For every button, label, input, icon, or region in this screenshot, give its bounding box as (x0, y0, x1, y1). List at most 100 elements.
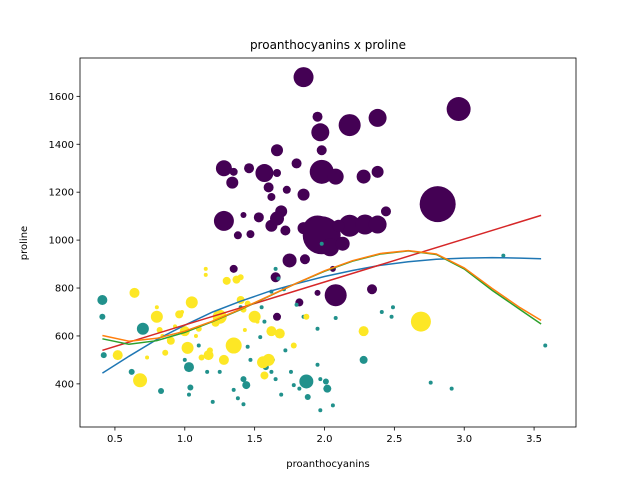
data-point-class0 (255, 164, 274, 183)
data-point-class1 (269, 369, 274, 374)
data-point-class0 (321, 238, 340, 257)
data-point-class1 (158, 388, 165, 395)
data-point-class0 (380, 206, 391, 217)
data-point-class2 (260, 371, 269, 380)
data-point-class1 (390, 305, 395, 310)
data-point-class2 (203, 272, 208, 277)
data-point-class2 (185, 296, 198, 309)
data-point-class0 (314, 289, 321, 296)
data-point-class1 (315, 362, 320, 367)
data-point-class2 (225, 337, 242, 354)
x-tick-label: 1.0 (177, 434, 193, 445)
data-point-class1 (379, 309, 384, 314)
data-point-class0 (273, 312, 282, 321)
data-point-class1 (297, 386, 302, 391)
data-point-class1 (330, 403, 335, 408)
data-point-class2 (266, 326, 277, 337)
data-point-class2 (203, 266, 208, 271)
data-point-class1 (196, 343, 201, 348)
y-tick-label: 800 (55, 284, 74, 295)
data-point-class2 (154, 305, 159, 310)
x-tick-label: 3.0 (456, 434, 472, 445)
y-axis-label: proline (19, 226, 30, 260)
data-point-class0 (356, 169, 371, 184)
data-point-class0 (299, 254, 310, 265)
data-point-class0 (226, 176, 239, 189)
data-point-class1 (210, 399, 215, 404)
data-point-class0 (419, 186, 456, 223)
data-point-class0 (332, 219, 345, 232)
y-tick-label: 1400 (49, 140, 74, 151)
data-point-class1 (304, 394, 311, 401)
data-point-class1 (273, 377, 278, 382)
data-point-class1 (187, 384, 194, 391)
data-point-class2 (179, 309, 184, 314)
data-point-class1 (449, 386, 454, 391)
axes: 0.5 1.0 1.5 2.0 2.5 3.0 3.5 400 600 800 1000 1200 14… (49, 57, 577, 445)
data-point-class0 (367, 284, 378, 295)
data-point-class1 (389, 314, 394, 319)
data-point-class0 (312, 111, 323, 122)
data-point-class0 (244, 163, 255, 174)
data-point-class1 (136, 322, 149, 335)
data-point-class0 (338, 114, 361, 137)
data-point-class1 (291, 383, 296, 388)
data-point-class0 (291, 158, 302, 169)
data-point-class1 (428, 380, 433, 385)
data-point-class1 (182, 357, 187, 362)
x-axis-label: proanthocyanins (286, 459, 369, 470)
data-point-class0 (316, 145, 327, 156)
data-point-class1 (186, 392, 191, 397)
data-point-class0 (246, 230, 255, 239)
data-point-class0 (297, 188, 310, 201)
data-point-class0 (327, 168, 344, 185)
y-tick-label: 1600 (49, 92, 74, 103)
data-point-class2 (193, 333, 198, 338)
data-point-class1 (543, 343, 548, 348)
data-point-class2 (303, 313, 310, 320)
data-point-class1 (279, 392, 284, 397)
data-point-class0 (368, 108, 387, 127)
data-point-class2 (242, 327, 247, 332)
data-point-class1 (99, 313, 106, 320)
data-point-class0 (355, 214, 376, 235)
data-point-class2 (358, 326, 369, 337)
y-tick-label: 400 (55, 379, 74, 390)
data-point-class2 (129, 287, 140, 298)
data-point-class0 (233, 231, 242, 240)
data-point-class2 (274, 328, 285, 339)
data-point-class1 (276, 276, 281, 281)
data-point-class1 (97, 295, 108, 306)
x-tick-label: 2.0 (317, 434, 333, 445)
data-point-class1 (319, 241, 324, 246)
data-point-class0 (282, 185, 291, 194)
data-point-class2 (203, 350, 214, 361)
data-point-class0 (273, 169, 282, 178)
data-point-class1 (322, 378, 329, 385)
y-tick-label: 600 (55, 331, 74, 342)
chart-title: proanthocyanins x proline (250, 38, 406, 52)
data-point-class2 (237, 274, 244, 281)
data-point-class1 (183, 362, 194, 373)
data-point-class1 (240, 376, 247, 383)
data-point-class1 (259, 305, 264, 310)
data-point-class0 (240, 211, 247, 218)
fit-line-1 (102, 214, 542, 352)
data-point-class2 (181, 341, 194, 354)
data-point-class0 (446, 97, 471, 122)
data-point-class1 (235, 396, 240, 401)
data-point-class0 (253, 212, 264, 223)
data-point-class2 (255, 319, 260, 324)
data-point-class2 (112, 350, 123, 361)
data-point-class1 (245, 344, 250, 349)
fit-line-3 (102, 249, 542, 342)
data-point-class2 (166, 336, 175, 345)
data-point-class1 (262, 319, 267, 324)
data-point-class2 (145, 355, 150, 360)
x-tick-label: 2.5 (386, 434, 402, 445)
data-point-class0 (324, 284, 347, 307)
y-tick-label: 1200 (49, 188, 74, 199)
x-tick-label: 3.5 (526, 434, 542, 445)
x-tick-label: 0.5 (107, 434, 123, 445)
